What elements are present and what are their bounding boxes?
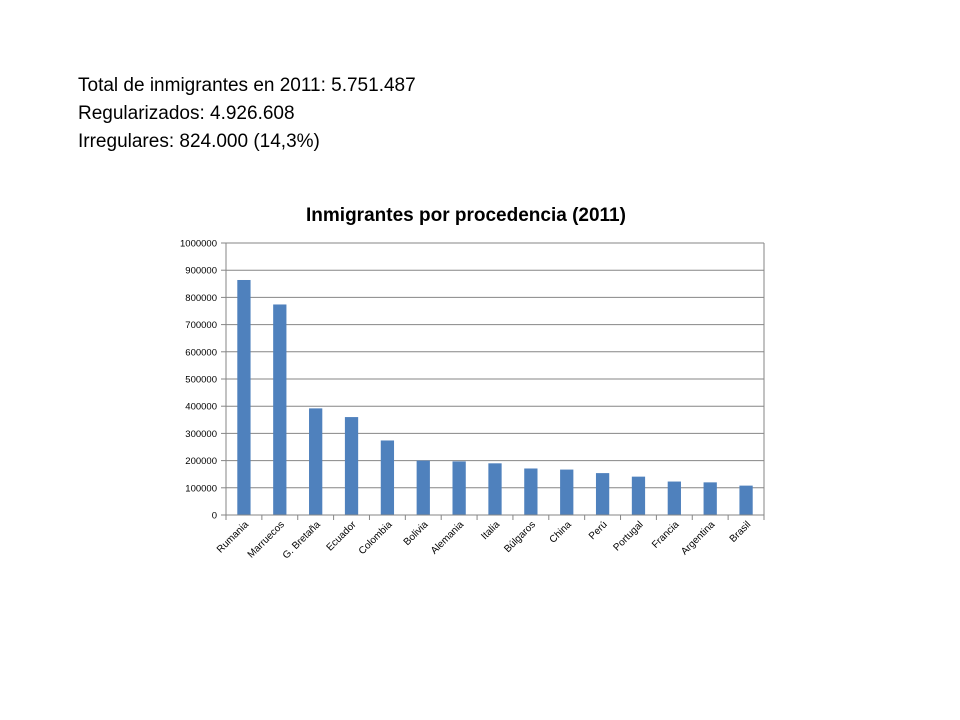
bar <box>273 304 287 515</box>
x-tick-label: Colombia <box>357 519 395 557</box>
x-tick-label: Alemania <box>429 519 467 557</box>
irregular-line: Irregulares: 824.000 (14,3%) <box>78 131 320 152</box>
y-tick-label: 300000 <box>185 429 217 440</box>
bar <box>667 481 681 515</box>
bar <box>595 473 610 515</box>
y-tick-label: 400000 <box>185 402 217 413</box>
y-tick-label: 500000 <box>185 375 217 386</box>
y-tick-label: 200000 <box>185 456 217 467</box>
intro-text: Total de inmigrantes en 2011: 5.751.487 … <box>78 72 416 156</box>
chart-bars <box>237 279 753 515</box>
y-tick-label: 100000 <box>185 483 217 494</box>
x-tick-label: Argentina <box>679 519 717 557</box>
bar <box>560 469 574 515</box>
x-tick-label: Francia <box>650 519 682 551</box>
bar <box>416 460 430 515</box>
y-tick-label: 600000 <box>185 347 217 358</box>
x-tick-label: Portugal <box>611 519 645 553</box>
y-axis-ticks: 0 100000 200000 300000 400000 500000 600000 700… <box>180 239 226 522</box>
bar <box>344 417 359 515</box>
bar <box>309 408 323 515</box>
chart-title: Inmigrantes por procedencia (2011) <box>306 205 626 226</box>
chart-axes <box>225 243 765 516</box>
x-tick-label: Perú <box>587 519 610 542</box>
x-tick-label: Italia <box>479 519 502 542</box>
total-immigrants-line: Total de inmigrantes en 2011: 5.751.487 <box>78 75 416 96</box>
y-tick-label: 900000 <box>185 266 217 277</box>
bar <box>631 476 646 515</box>
x-tick-label: Brasil <box>728 519 753 544</box>
y-tick-label: 800000 <box>185 293 217 304</box>
bar <box>703 482 717 515</box>
bar <box>380 440 395 515</box>
x-tick-label: Rumania <box>215 519 251 555</box>
y-tick-label: 1000000 <box>180 239 217 250</box>
regularized-line: Regularizados: 4.926.608 <box>78 103 295 124</box>
y-tick-label: 700000 <box>185 320 217 331</box>
x-tick-label: China <box>548 519 575 546</box>
x-tick-label: Búlgaros <box>502 519 538 555</box>
bar <box>524 468 538 515</box>
x-tick-label: Ecuador <box>325 519 360 554</box>
y-tick-label: 0 <box>212 511 217 522</box>
bar <box>739 485 753 515</box>
x-tick-label: G. Bretaña <box>281 519 323 561</box>
x-tick-label: Bolivia <box>402 519 431 548</box>
bar <box>488 463 502 515</box>
bar <box>237 279 251 515</box>
bar <box>452 461 466 515</box>
